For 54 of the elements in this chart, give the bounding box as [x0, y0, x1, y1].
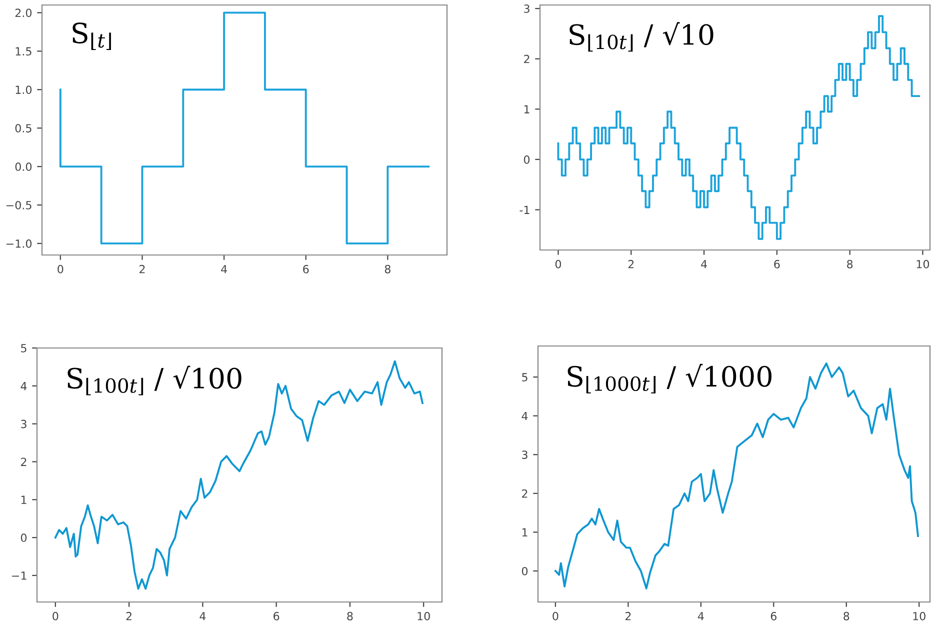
y-tick-label: 4: [522, 412, 528, 420]
y-tick-label: 2.0: [15, 8, 32, 18]
y-tick-label: −1: [12, 572, 26, 580]
text: S$_{⌊10t⌋}$ / √10: [570, 22, 714, 52]
x-tick-label: 8: [384, 264, 390, 274]
x-tick-label: 6: [274, 612, 280, 620]
text: S$_{⌊100t⌋}$ / √100: [68, 366, 242, 396]
y-tick-label: 0.5: [15, 124, 32, 132]
x-tick-label: 4: [221, 265, 227, 274]
y-tick-label: 1: [522, 528, 528, 536]
y-tick-label: 4: [20, 382, 27, 390]
x-tick-label: 4: [698, 612, 704, 620]
x-tick-label: 4: [200, 612, 206, 620]
line-series: [554, 362, 919, 590]
y-tick-label: 1.0: [16, 86, 32, 94]
line-series: [54, 360, 424, 590]
x-tick-label: 6: [303, 264, 309, 274]
y-tick-label: 2: [524, 54, 530, 64]
y-tick-label: 5: [522, 373, 528, 382]
text: S$_{⌊t⌋}$: [72, 22, 111, 50]
y-tick-label: 5: [21, 344, 26, 352]
x-tick-label: 0: [555, 260, 562, 268]
y-tick-label: 0.0: [15, 162, 32, 171]
x-tick-label: 0: [58, 264, 64, 274]
y-tick-label: 1: [21, 496, 26, 504]
x-tick-label: 2: [625, 612, 631, 620]
x-tick-label: 10: [913, 612, 926, 620]
y-tick-label: 1: [524, 105, 530, 114]
y-tick-label: 2: [21, 458, 26, 466]
x-tick-label: 4: [701, 260, 707, 268]
y-tick-label: -1: [520, 206, 530, 214]
x-tick-label: 2: [628, 260, 634, 268]
y-tick-label: 3: [524, 4, 530, 13]
text: S$_{⌊1000t⌋}$ / √1000: [568, 364, 772, 394]
y-tick-label: 0: [524, 155, 530, 164]
x-tick-label: 0: [52, 612, 58, 620]
y-tick-label: 0: [20, 534, 27, 542]
x-tick-label: 10: [916, 260, 930, 268]
y-tick-label: 1.5: [16, 47, 32, 56]
y-tick-label: 2: [522, 489, 528, 498]
x-tick-label: 8: [847, 260, 853, 268]
x-tick-label: 6: [770, 612, 776, 620]
x-tick-label: 2: [126, 612, 132, 620]
y-tick-label: 0: [522, 566, 528, 576]
y-tick-label: −0.5: [6, 200, 32, 210]
x-tick-label: 8: [347, 612, 353, 620]
x-tick-label: 6: [774, 260, 780, 268]
x-tick-label: 2: [140, 264, 145, 274]
x-tick-label: 0: [552, 612, 558, 620]
y-tick-label: 3: [21, 420, 26, 428]
y-tick-label: −1.0: [6, 239, 32, 248]
x-tick-label: 10: [418, 612, 430, 620]
x-tick-label: 8: [844, 612, 850, 620]
y-tick-label: 3: [522, 450, 528, 459]
